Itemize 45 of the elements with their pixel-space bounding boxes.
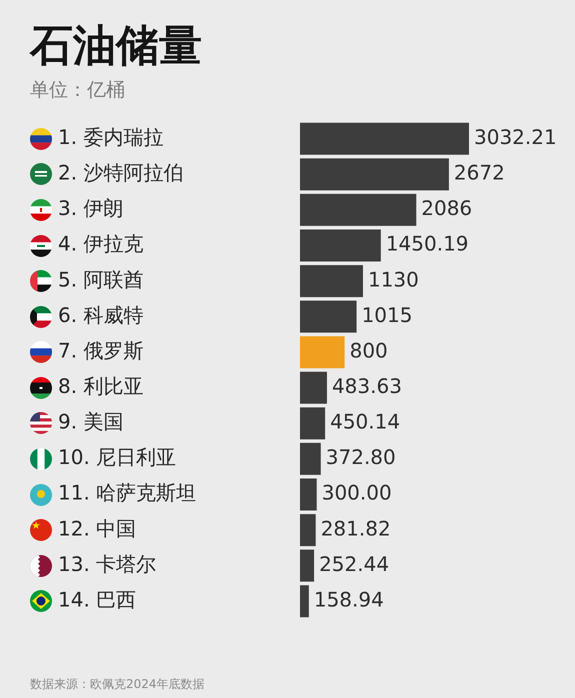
data-label: 2086 bbox=[421, 196, 472, 220]
y-tick-label: 7. 俄罗斯 bbox=[58, 338, 144, 362]
y-tick-label: 4. 伊拉克 bbox=[58, 232, 144, 256]
bar bbox=[300, 372, 327, 404]
data-label: 483.63 bbox=[332, 374, 402, 398]
y-tick-label: 8. 利比亚 bbox=[58, 374, 144, 398]
bar bbox=[300, 478, 317, 511]
source-note: 数据来源：欧佩克2024年底数据 bbox=[30, 676, 205, 692]
bar bbox=[300, 265, 363, 298]
bar bbox=[300, 407, 326, 440]
bar bbox=[300, 158, 449, 190]
data-label: 1130 bbox=[368, 267, 419, 292]
y-tick-label: 12. 中国 bbox=[58, 516, 136, 540]
data-label: 1015 bbox=[362, 302, 412, 327]
text: 单位：亿桶 bbox=[30, 78, 125, 102]
data-label: 300.00 bbox=[322, 480, 392, 505]
bar bbox=[300, 336, 345, 368]
bar bbox=[300, 585, 309, 618]
data-label: 2672 bbox=[454, 160, 505, 185]
data-label: 450.14 bbox=[330, 410, 400, 434]
data-label: 252.44 bbox=[319, 552, 390, 576]
y-tick-label: 2. 沙特阿拉伯 bbox=[58, 160, 184, 185]
bar bbox=[300, 229, 381, 262]
y-tick-label: 1. 委内瑞拉 bbox=[58, 124, 164, 149]
y-tick-label: 13. 卡塔尔 bbox=[58, 552, 156, 576]
y-tick-label: 11. 哈萨克斯坦 bbox=[58, 480, 196, 505]
y-tick-label: 10. 尼日利亚 bbox=[58, 445, 176, 470]
bar bbox=[300, 514, 316, 546]
y-tick-label: 5. 阿联酋 bbox=[58, 267, 144, 292]
bar bbox=[300, 442, 321, 475]
data-label: 372.80 bbox=[326, 445, 396, 470]
chart-title: 石油储量 bbox=[30, 20, 202, 72]
y-tick-label: 6. 科威特 bbox=[58, 302, 144, 327]
y-tick-label: 9. 美国 bbox=[58, 410, 124, 434]
bar bbox=[300, 194, 416, 226]
data-label: 800 bbox=[350, 338, 388, 362]
bar bbox=[300, 550, 314, 582]
data-label: 158.94 bbox=[314, 587, 384, 612]
data-label: 1450.19 bbox=[386, 232, 469, 256]
data-label: 3032.21 bbox=[474, 124, 557, 149]
bar bbox=[300, 122, 469, 155]
bar bbox=[300, 300, 357, 333]
data-label: 281.82 bbox=[320, 516, 391, 540]
y-tick-label: 14. 巴西 bbox=[58, 587, 136, 612]
y-tick-label: 3. 伊朗 bbox=[58, 196, 124, 220]
